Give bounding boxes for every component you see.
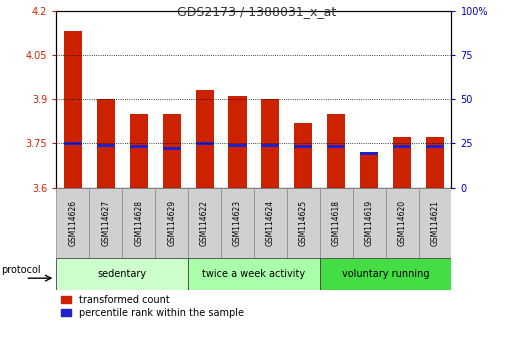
Text: GSM114626: GSM114626 — [68, 200, 77, 246]
Text: GSM114618: GSM114618 — [332, 200, 341, 246]
FancyBboxPatch shape — [221, 188, 254, 258]
Bar — [327, 114, 345, 188]
Bar — [393, 137, 411, 188]
FancyBboxPatch shape — [287, 188, 320, 258]
FancyBboxPatch shape — [254, 188, 287, 258]
Text: GSM114623: GSM114623 — [233, 200, 242, 246]
Bar — [360, 152, 378, 155]
Bar — [228, 96, 247, 188]
Text: GSM114627: GSM114627 — [101, 200, 110, 246]
Text: GSM114628: GSM114628 — [134, 200, 143, 246]
Bar — [294, 123, 312, 188]
Text: twice a week activity: twice a week activity — [202, 269, 306, 279]
Bar — [261, 144, 280, 147]
FancyBboxPatch shape — [89, 188, 122, 258]
Text: GSM114625: GSM114625 — [299, 200, 308, 246]
Text: GDS2173 / 1388031_x_at: GDS2173 / 1388031_x_at — [177, 5, 336, 18]
Bar — [426, 145, 444, 148]
Text: GSM114629: GSM114629 — [167, 200, 176, 246]
Legend: transformed count, percentile rank within the sample: transformed count, percentile rank withi… — [57, 291, 248, 322]
FancyBboxPatch shape — [419, 188, 451, 258]
FancyBboxPatch shape — [320, 188, 353, 258]
Bar — [360, 155, 378, 188]
Bar — [97, 99, 115, 188]
Bar — [163, 147, 181, 150]
FancyBboxPatch shape — [188, 258, 320, 290]
Text: sedentary: sedentary — [97, 269, 147, 279]
Text: GSM114621: GSM114621 — [430, 200, 440, 246]
Bar — [261, 99, 280, 188]
Text: GSM114622: GSM114622 — [200, 200, 209, 246]
FancyBboxPatch shape — [56, 188, 89, 258]
Bar — [64, 31, 82, 188]
Bar — [195, 142, 213, 145]
FancyBboxPatch shape — [320, 258, 451, 290]
Bar — [294, 145, 312, 148]
FancyBboxPatch shape — [188, 188, 221, 258]
Text: GSM114619: GSM114619 — [365, 200, 373, 246]
Bar — [426, 137, 444, 188]
Bar — [327, 145, 345, 148]
Bar — [97, 144, 115, 147]
Bar — [130, 114, 148, 188]
Bar — [228, 144, 247, 147]
Text: protocol: protocol — [1, 264, 41, 275]
Bar — [195, 90, 213, 188]
FancyBboxPatch shape — [386, 188, 419, 258]
Bar — [64, 142, 82, 145]
Text: GSM114624: GSM114624 — [266, 200, 275, 246]
Bar — [130, 145, 148, 148]
Bar — [163, 114, 181, 188]
Bar — [393, 145, 411, 148]
FancyBboxPatch shape — [56, 258, 188, 290]
FancyBboxPatch shape — [122, 188, 155, 258]
Text: GSM114620: GSM114620 — [398, 200, 407, 246]
Text: voluntary running: voluntary running — [342, 269, 429, 279]
FancyBboxPatch shape — [155, 188, 188, 258]
FancyBboxPatch shape — [353, 188, 386, 258]
